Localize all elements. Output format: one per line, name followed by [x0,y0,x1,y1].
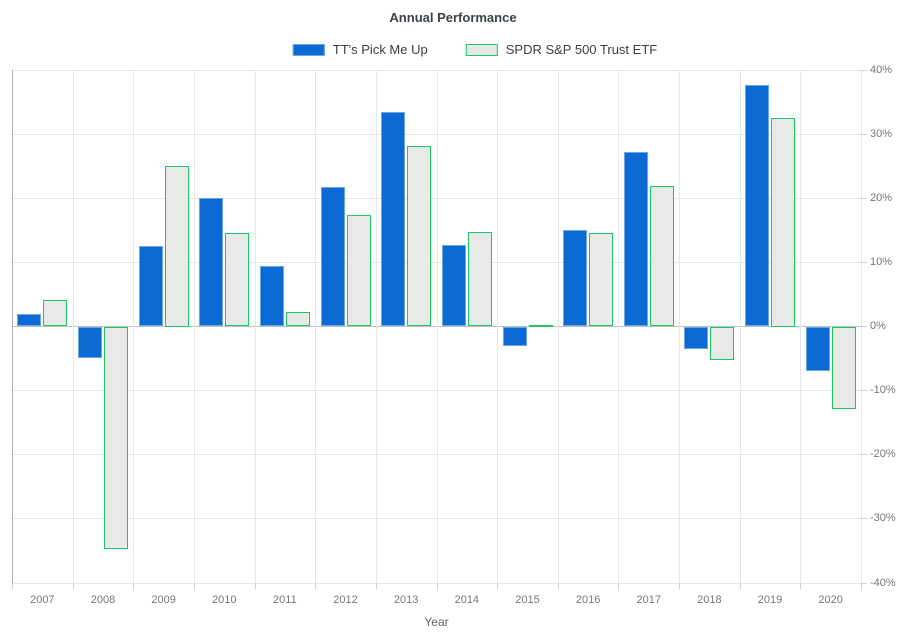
bar-2007-tt-s-pick-me-up[interactable] [17,314,42,327]
x-axis-tick [678,583,680,589]
y-axis-tick [861,582,867,584]
v-gridline [72,70,74,583]
x-axis-label: 2013 [393,594,419,606]
y-axis-label: 30% [870,127,893,140]
v-gridline [254,70,256,583]
legend-label-spdr-etf: SPDR S&P 500 Trust ETF [505,42,658,57]
bar-2016-tt-s-pick-me-up[interactable] [563,229,588,327]
x-axis-label: 2010 [212,594,237,606]
y-axis-label: -40% [870,576,896,589]
y-axis-tick [861,326,867,327]
legend-swatch-gray-green [465,43,498,56]
chart-legend: TT's Pick Me Up SPDR S&P 500 Trust ETF [292,42,658,57]
x-axis-label: 2009 [151,594,176,606]
bar-2012-spdr-s-p-500-trust-etf[interactable] [346,214,371,327]
bar-2012-tt-s-pick-me-up[interactable] [320,186,345,327]
y-axis-tick [861,133,867,135]
v-gridline [617,70,619,583]
v-gridline [678,70,680,583]
v-gridline [193,70,195,583]
y-axis-tick [861,518,867,520]
bar-2020-tt-s-pick-me-up[interactable] [805,326,830,371]
bar-2015-spdr-s-p-500-trust-etf[interactable] [528,325,553,328]
y-axis-label: -30% [870,512,896,525]
v-gridline [557,70,559,583]
bar-2008-spdr-s-p-500-trust-etf[interactable] [104,326,128,549]
x-axis-tick [496,583,498,589]
x-axis-label: 2014 [454,594,480,606]
x-axis-label: 2015 [515,594,540,606]
bar-2010-tt-s-pick-me-up[interactable] [199,197,224,327]
y-axis-label: 0% [870,320,886,332]
bar-2018-spdr-s-p-500-trust-etf[interactable] [710,326,735,360]
y-axis-tick [861,390,867,392]
bar-2009-tt-s-pick-me-up[interactable] [138,245,163,327]
x-axis-tick [375,583,377,589]
x-axis-title: Year [424,615,449,629]
bar-2018-tt-s-pick-me-up[interactable] [684,326,709,349]
x-axis-label: 2016 [575,594,601,606]
x-axis-tick [860,583,862,589]
bar-2013-spdr-s-p-500-trust-etf[interactable] [407,146,432,327]
bar-2013-tt-s-pick-me-up[interactable] [381,111,406,327]
bar-2017-spdr-s-p-500-trust-etf[interactable] [649,186,674,327]
x-axis-tick [193,583,195,589]
bar-2011-spdr-s-p-500-trust-etf[interactable] [285,311,310,327]
v-gridline [375,70,377,583]
v-gridline [436,70,438,583]
y-axis-tick [861,261,867,263]
x-axis-tick [11,583,13,589]
x-axis-tick [132,583,134,589]
bar-2017-tt-s-pick-me-up[interactable] [623,152,648,327]
y-axis-label: 40% [870,63,893,76]
bar-2014-spdr-s-p-500-trust-etf[interactable] [467,232,492,327]
bar-2014-tt-s-pick-me-up[interactable] [441,245,466,327]
bar-2007-spdr-s-p-500-trust-etf[interactable] [43,299,68,327]
x-axis-tick [436,583,438,589]
legend-item-spdr-etf[interactable]: SPDR S&P 500 Trust ETF [465,42,658,57]
bar-2016-spdr-s-p-500-trust-etf[interactable] [589,232,614,327]
y-axis-label: 20% [870,191,893,204]
x-axis-tick [557,583,559,589]
x-axis-label: 2020 [818,594,843,606]
x-axis-tick [254,583,256,589]
x-axis-label: 2011 [273,594,297,606]
bar-2019-tt-s-pick-me-up[interactable] [745,85,769,327]
bar-2020-spdr-s-p-500-trust-etf[interactable] [831,326,856,409]
y-axis-tick [861,69,867,71]
legend-label-tts-pick-me-up: TT's Pick Me Up [332,42,428,57]
v-gridline [132,70,134,583]
y-axis-tick [861,454,867,456]
y-axis-label: 10% [870,255,893,268]
y-axis-tick [861,197,867,199]
y-axis-line [11,70,13,583]
x-axis-tick [799,583,801,589]
x-axis-label: 2019 [757,594,783,606]
v-gridline [496,70,498,583]
x-axis-tick [739,583,741,589]
bar-2008-tt-s-pick-me-up[interactable] [78,326,102,358]
y-axis-label: -10% [870,384,896,397]
x-axis-label: 2008 [90,594,116,606]
plot-area [11,69,862,584]
bar-2009-spdr-s-p-500-trust-etf[interactable] [164,165,189,327]
chart-title: Annual Performance [389,10,517,25]
bar-2010-spdr-s-p-500-trust-etf[interactable] [225,232,250,327]
v-gridline [739,70,741,583]
v-gridline [314,70,316,583]
bar-2019-spdr-s-p-500-trust-etf[interactable] [771,117,795,327]
v-gridline [799,70,801,583]
y-axis-label: -20% [870,448,896,461]
x-axis-tick [72,583,74,589]
x-axis-label: 2017 [636,594,661,606]
x-axis-label: 2007 [30,594,55,606]
x-axis-label: 2012 [333,594,358,606]
x-axis-label: 2018 [697,594,722,606]
bar-2015-tt-s-pick-me-up[interactable] [502,326,527,346]
x-axis-tick [314,583,316,589]
legend-swatch-blue [292,43,325,56]
bar-2011-tt-s-pick-me-up[interactable] [259,265,284,327]
x-axis-tick [617,583,619,589]
legend-item-tts-pick-me-up[interactable]: TT's Pick Me Up [292,42,428,57]
